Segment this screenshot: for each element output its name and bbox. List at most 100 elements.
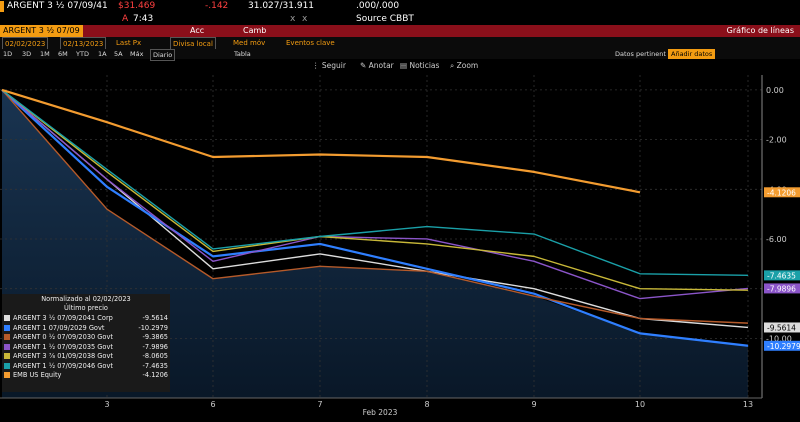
series-line: [1, 89, 749, 324]
y-tick-label: -2.00: [766, 136, 787, 145]
legend-item[interactable]: ARGENT 1 ½ 07/09/2035 Govt -7.9896: [4, 343, 168, 352]
y-tick-label: 0.00: [766, 86, 784, 95]
period-3d[interactable]: 3D: [22, 50, 32, 58]
legend-value: -9.3865: [142, 333, 168, 341]
series-line: [1, 89, 749, 277]
annotate-button[interactable]: ✎ Anotar: [360, 61, 394, 70]
x-tick-label: 13: [743, 400, 753, 409]
trade-flag: A: [122, 14, 129, 24]
legend-swatch: [4, 343, 10, 350]
ticker-marker: [0, 1, 4, 12]
period-6m[interactable]: 6M: [58, 50, 68, 58]
add-data-field[interactable]: Añadir datos: [668, 49, 716, 59]
x-tick-label: 7: [317, 400, 322, 409]
period-5a[interactable]: 5A: [114, 50, 123, 58]
datos-pertinentes[interactable]: Datos pertinent: [615, 50, 666, 58]
legend-label: ARGENT 1 ½ 07/09/2046 Govt: [13, 361, 113, 370]
size-marks-2: x: [302, 14, 308, 24]
function-bar: ARGENT 3 ½ 07/09 Acc Camb Gráfico de lín…: [0, 25, 800, 37]
y-tick-label: -10.00: [766, 334, 792, 343]
frequency-select[interactable]: Diario: [150, 49, 176, 61]
x-tick-label: 10: [635, 400, 645, 409]
legend-label: ARGENT 0 ½ 07/09/2030 Govt: [13, 333, 113, 341]
series-line: [1, 89, 749, 300]
series-line: [1, 89, 749, 291]
series-line: [1, 89, 749, 329]
ticker-label[interactable]: ARGENT 3 ½ 07/09/41: [7, 1, 108, 11]
value-flag: [764, 270, 800, 281]
legend-swatch: [4, 315, 10, 321]
legend-item[interactable]: ARGENT 0 ½ 07/09/2030 Govt -9.3865: [4, 333, 168, 342]
legend-value: -7.9896: [142, 342, 168, 351]
legend-swatch: [4, 353, 10, 359]
legend-value: -10.2979: [138, 323, 168, 332]
annotate-label: Anotar: [368, 61, 394, 70]
period-max[interactable]: Máx: [130, 50, 144, 58]
legend-item[interactable]: EMB US Equity -4.1206: [4, 371, 168, 380]
x-tick-label: 6: [210, 400, 215, 409]
legend-title: Normalizado al 02/02/2023: [41, 295, 131, 303]
quote-header: ARGENT 3 ½ 07/09/41 $31.469 -.142 31.027…: [0, 0, 800, 13]
legend-item[interactable]: ARGENT 3 ½ 07/09/2041 Corp -9.5614: [4, 314, 168, 323]
last-price: $31.469: [118, 1, 156, 11]
legend-value: -9.5614: [142, 314, 168, 322]
series-line: [1, 89, 749, 347]
period-1m[interactable]: 1M: [40, 50, 50, 58]
news-label: Noticias: [409, 61, 440, 70]
bid-ask: 31.027/31.911: [248, 1, 315, 11]
value-flag-label: -9.5614: [767, 323, 796, 332]
legend-label: ARGENT 3 ½ 07/09/2041 Corp: [13, 314, 113, 322]
value-flag-label: -7.9896: [767, 284, 796, 293]
legend-item[interactable]: ARGENT 3 ⅞ 01/09/2038 Govt -8.0605: [4, 352, 168, 361]
legend-item[interactable]: ARGENT 1 07/09/2029 Govt -10.2979: [4, 324, 168, 333]
period-1a[interactable]: 1A: [98, 50, 107, 58]
trade-time: 7:43: [133, 14, 154, 24]
x-tick-label: 9: [531, 400, 536, 409]
camb-menu[interactable]: Camb: [243, 26, 267, 35]
acc-menu[interactable]: Acc: [190, 26, 205, 35]
legend-label: EMB US Equity: [13, 371, 62, 379]
value-flag: [764, 187, 800, 198]
legend-value: -7.4635: [142, 361, 168, 370]
legend-swatch: [4, 362, 10, 369]
chart-legend: Normalizado al 02/02/2023 Último precio …: [2, 294, 170, 392]
eventos-toggle[interactable]: Eventos clave: [286, 39, 335, 47]
area-fill: [2, 89, 748, 399]
zoom-button[interactable]: ⌕ Zoom: [450, 61, 479, 70]
period-controls: 1D 3D 1M 6M YTD 1A 5A Máx Diario Tabla D…: [0, 49, 800, 61]
value-flag-label: -4.1206: [767, 188, 796, 197]
legend-value: -8.0605: [142, 352, 168, 360]
legend-label: ARGENT 1 ½ 07/09/2035 Govt: [13, 342, 113, 351]
x-tick-label: 8: [424, 400, 429, 409]
chart-toolbar: ⋮ Seguir ✎ Anotar ▤ Noticias ⌕ Zoom: [0, 59, 800, 73]
follow-button[interactable]: ⋮ Seguir: [312, 61, 346, 70]
news-button[interactable]: ▤ Noticias: [400, 61, 440, 70]
legend-subtitle: Último precio: [64, 304, 108, 312]
x-tick-label: 3: [104, 400, 109, 409]
pricing-source: Source CBBT: [356, 14, 414, 24]
security-box[interactable]: ARGENT 3 ½ 07/09: [0, 25, 83, 37]
period-1d[interactable]: 1D: [3, 50, 13, 58]
zoom-label: Zoom: [456, 61, 479, 70]
quote-subheader: A 7:43 x x Source CBBT: [0, 13, 800, 25]
table-view-button[interactable]: Tabla: [234, 50, 251, 58]
x-axis-label: Feb 2023: [363, 408, 398, 417]
legend-label: ARGENT 3 ⅞ 01/09/2038 Govt: [13, 352, 113, 360]
value-flag: [764, 283, 800, 294]
value-flag: [764, 340, 800, 351]
period-ytd[interactable]: YTD: [76, 50, 89, 58]
legend-swatch: [4, 334, 10, 340]
date-controls: 02/02/2023 02/13/2023 Last Px Divisa loc…: [0, 37, 800, 51]
legend-value: -4.1206: [142, 371, 168, 379]
field-select[interactable]: Last Px: [116, 39, 142, 47]
legend-item[interactable]: ARGENT 1 ½ 07/09/2046 Govt -7.4635: [4, 362, 168, 371]
value-flag-label: -7.4635: [767, 271, 796, 280]
med-mov-toggle[interactable]: Med móv: [233, 39, 266, 47]
value-flag-label: -10.2979: [767, 342, 800, 351]
size-marks: x: [290, 14, 296, 24]
price-change: -.142: [205, 1, 229, 11]
legend-label: ARGENT 1 07/09/2029 Govt: [13, 323, 105, 332]
y-tick-label: -6.00: [766, 235, 787, 244]
value-flag: [764, 322, 800, 333]
legend-swatch: [4, 372, 10, 378]
